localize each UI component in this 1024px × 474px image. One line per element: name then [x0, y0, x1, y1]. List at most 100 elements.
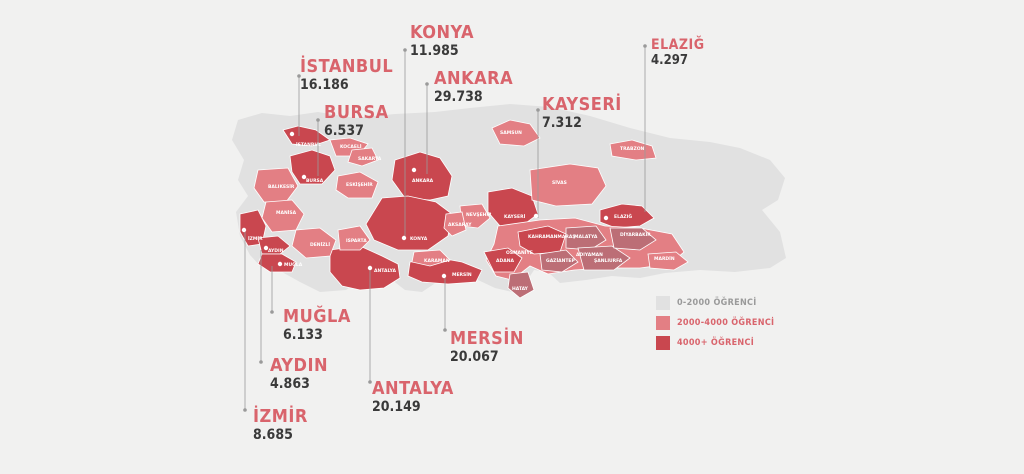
city-name: KONYA — [410, 22, 475, 43]
map-label-15: AKSARAY — [448, 222, 472, 228]
callout-kayseri: KAYSERİ 7.312 — [542, 94, 622, 131]
region-sivas — [529, 163, 607, 207]
map-label-1: KOCAELİ — [340, 143, 362, 150]
map-label-18: KARAMAN — [424, 258, 450, 264]
region-karaman — [411, 249, 451, 267]
legend-item-mid: 2000-4000 ÖĞRENCİ — [656, 316, 774, 330]
map-label-16: NEVŞEHİR — [466, 211, 492, 218]
legend-label-high: 4000+ ÖĞRENCİ — [677, 338, 755, 348]
city-value: 7.312 — [542, 115, 582, 131]
map-label-24: MALATYA — [574, 234, 598, 240]
callout-mugla: MUĞLA 6.133 — [283, 306, 351, 343]
city-name: ANKARA — [434, 68, 514, 89]
high-se-regions — [483, 225, 567, 273]
map-label-17: KAYSERİ — [504, 213, 526, 220]
map-label-14: KONYA — [410, 236, 428, 242]
pin-aydin — [263, 245, 269, 251]
city-name: ANTALYA — [372, 378, 454, 399]
region-mugla — [257, 253, 297, 273]
map-label-10: AYDIN — [268, 248, 284, 254]
region-eskisehir — [335, 171, 379, 199]
region-denizli — [291, 227, 337, 259]
callout-dot-antalya — [368, 380, 372, 384]
high-regions — [239, 125, 655, 291]
city-name: İSTANBUL — [300, 56, 394, 77]
callout-dot-izmir — [243, 408, 247, 412]
map-label-19: MERSİN — [452, 271, 472, 278]
map-label-6: ANKARA — [412, 178, 434, 184]
city-value: 4.297 — [651, 53, 688, 68]
callout-dot-mugla — [270, 310, 274, 314]
region-bursa — [289, 149, 336, 185]
legend-item-low: 0-2000 ÖĞRENCİ — [656, 296, 757, 310]
city-name: BURSA — [324, 102, 389, 123]
region-elazig — [599, 203, 655, 229]
map-label-33: TRABZON — [620, 146, 645, 152]
callout-bursa: BURSA 6.537 — [324, 102, 389, 139]
city-value: 16.186 — [300, 77, 349, 93]
map-label-29: DİYARBAKIR — [620, 231, 651, 238]
callout-elazig: ELAZIĞ 4.297 — [651, 38, 705, 67]
pin-ankara — [411, 167, 417, 173]
region-sakarya — [347, 147, 379, 167]
city-value: 4.863 — [270, 376, 310, 392]
city-name: AYDIN — [270, 355, 329, 376]
region-hatay — [507, 271, 535, 299]
map-label-22: HATAY — [512, 286, 529, 292]
city-value: 6.537 — [324, 123, 364, 139]
region-adana — [483, 247, 523, 273]
pin-mugla — [277, 261, 283, 267]
map-label-4: BALIKESİR — [268, 183, 295, 190]
callout-aydin: AYDIN 4.863 — [270, 355, 329, 392]
legend-label-mid: 2000-4000 ÖĞRENCİ — [677, 318, 775, 328]
callout-dot-elazig — [643, 44, 647, 48]
legend-item-high: 4000+ ÖĞRENCİ — [656, 336, 754, 350]
map-label-12: ISPARTA — [346, 238, 367, 244]
pin-kayseri — [533, 213, 539, 219]
map-label-9: İZMİR — [248, 235, 263, 242]
callout-ankara: ANKARA 29.738 — [434, 68, 514, 105]
mauve-regions — [507, 225, 657, 299]
map-label-7: MANİSA — [276, 209, 297, 216]
callout-dot-mersin — [443, 328, 447, 332]
city-name: ELAZIĞ — [651, 37, 705, 53]
region-konya — [365, 195, 453, 251]
city-name: İZMİR — [253, 406, 308, 427]
city-value: 6.133 — [283, 327, 323, 343]
map-label-2: SAKARYA — [358, 156, 382, 162]
map-labels: İSTANBUL KOCAELİ SAKARYA BURSA BALIKESİR ESKİ… — [248, 130, 675, 292]
city-pins — [241, 131, 609, 279]
region-aksaray — [443, 211, 467, 237]
map-label-32: SAMSUN — [500, 130, 522, 136]
legend-swatch-low — [656, 296, 670, 310]
callout-dot-bursa — [316, 118, 320, 122]
region-gaziantep — [539, 249, 579, 273]
map-label-30: MARDİN — [654, 255, 675, 262]
map-label-28: ŞANLIURFA — [594, 258, 623, 264]
callout-dot-aydin — [259, 360, 263, 364]
region-isparta — [337, 225, 371, 251]
map-label-13: ANTALYA — [374, 268, 396, 274]
callout-dot-konya — [403, 48, 407, 52]
map-label-26: ADIYAMAN — [576, 252, 603, 258]
map-label-21: OSMANİYE — [506, 249, 533, 256]
pin-mersin — [441, 273, 447, 279]
region-sanliurfa — [577, 245, 631, 271]
city-name: MUĞLA — [283, 306, 351, 327]
legend-swatch-mid — [656, 316, 670, 330]
legend-label-low: 0-2000 ÖĞRENCİ — [677, 298, 757, 308]
callout-dot-ankara — [425, 82, 429, 86]
city-name: KAYSERİ — [542, 94, 622, 115]
region-diyarbakir — [609, 227, 657, 251]
legend-swatch-high — [656, 336, 670, 350]
callout-mersin: MERSİN 20.067 — [450, 330, 524, 365]
region-trabzon — [609, 139, 657, 161]
pin-izmir — [241, 227, 247, 233]
pin-istanbul — [289, 131, 295, 137]
city-value: 20.067 — [450, 349, 499, 365]
region-samsun — [491, 119, 541, 147]
city-value: 20.149 — [372, 399, 421, 415]
callout-istanbul: İSTANBUL 16.186 — [300, 56, 394, 93]
